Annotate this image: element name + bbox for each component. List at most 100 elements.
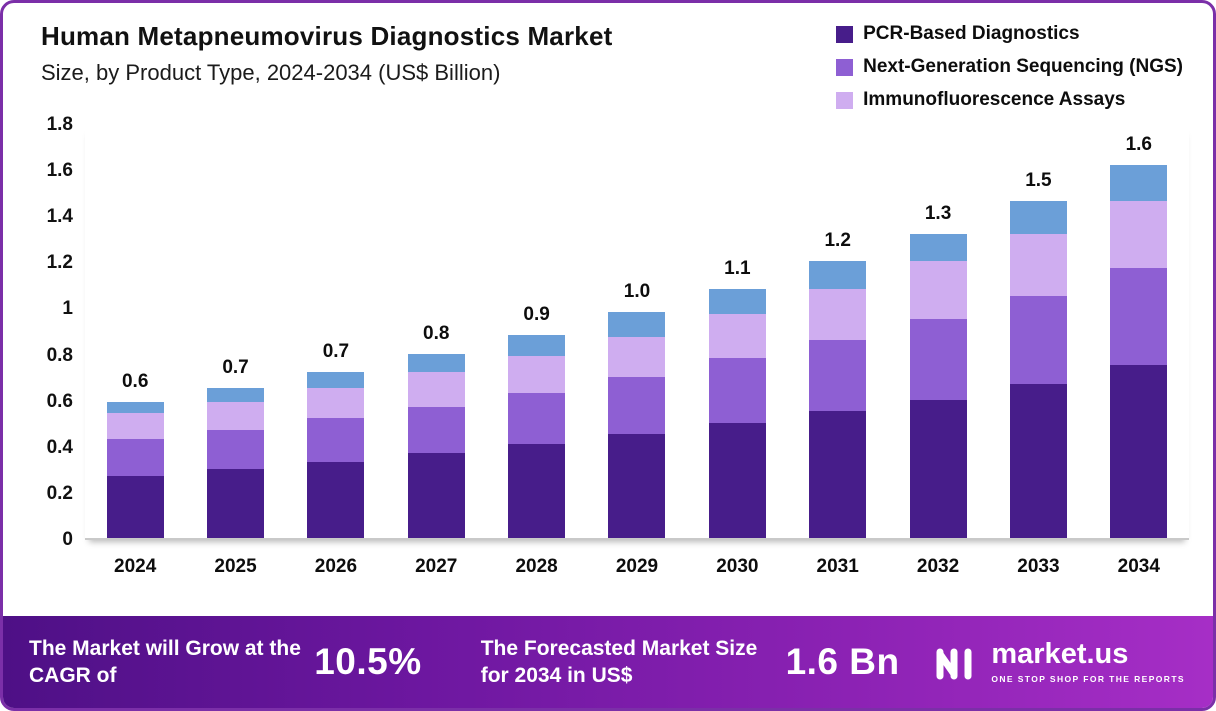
bar-total-label: 0.7	[322, 341, 350, 363]
bar-segment	[708, 358, 766, 423]
bar-total-label: 1.5	[1025, 170, 1052, 192]
x-axis-label: 2033	[1017, 556, 1060, 577]
legend-swatch	[836, 25, 854, 43]
bar-segment	[407, 353, 465, 373]
bar-column-2030: 1.1	[687, 125, 787, 538]
bar-column-2031: 1.2	[788, 125, 888, 538]
legend-item: PCR-Based Diagnostics	[836, 23, 1183, 45]
bar-total-label: 1.2	[824, 230, 851, 252]
bar-segment	[207, 429, 265, 469]
bar-segment	[307, 388, 365, 419]
bar-column-2032: 1.3	[888, 125, 988, 538]
legend-item: Next-Generation Sequencing (NGS)	[836, 56, 1183, 78]
stacked-bar	[407, 353, 465, 538]
bottom-banner: The Market will Grow at the CAGR of 10.5…	[3, 616, 1213, 708]
bar-segment	[608, 312, 666, 338]
bar-segment	[407, 406, 465, 453]
bar-segment	[1110, 164, 1168, 202]
brand-tagline: ONE STOP SHOP FOR THE REPORTS	[991, 674, 1185, 684]
chart-header: Human Metapneumovirus Diagnostics Market…	[23, 3, 1189, 111]
bar-segment	[809, 289, 867, 340]
bar-total-label: 0.9	[523, 304, 550, 326]
bar-total-label: 1.3	[924, 202, 952, 224]
bar-total-label: 0.6	[121, 370, 149, 392]
y-axis-tick-label: 0.4	[46, 436, 73, 458]
bar-segment	[307, 372, 365, 389]
x-axis-label: 2029	[615, 556, 659, 577]
bar-column-2024: 0.6	[85, 125, 185, 538]
bar-segment	[1110, 201, 1168, 269]
bar-segment	[809, 339, 867, 412]
y-axis-tick-label: 0.2	[46, 482, 73, 504]
bar-segment	[1009, 295, 1067, 384]
bar-segment	[909, 233, 967, 262]
legend-label: PCR-Based Diagnostics	[863, 23, 1080, 44]
stacked-bar	[1110, 164, 1168, 538]
forecast-label: The Forecasted Market Size for 2034 in U…	[480, 636, 758, 687]
bar-segment	[207, 388, 265, 402]
bar-column-2027: 0.8	[386, 125, 486, 538]
chart-subtitle: Size, by Product Type, 2024-2034 (US$ Bi…	[41, 60, 501, 85]
y-axis-tick-label: 1.6	[46, 160, 73, 182]
bar-segment	[1009, 233, 1067, 296]
bar-column-2026: 0.7	[286, 125, 386, 538]
legend-swatch	[836, 58, 854, 76]
bar-segment	[608, 376, 666, 435]
titles: Human Metapneumovirus Diagnostics Market…	[41, 21, 612, 86]
legend-label: Immunofluorescence Assays	[863, 89, 1126, 110]
bar-segment	[708, 314, 766, 359]
marketus-logo-icon	[936, 648, 972, 680]
bar-column-2034: 1.6	[1089, 125, 1189, 538]
bar-segment	[708, 288, 766, 315]
stacked-bar	[909, 233, 967, 538]
y-axis: 1.8 1.6 1.4 1.2 1 0.8 0.6 0.4 0.2 0	[23, 114, 85, 550]
stacked-bar	[307, 372, 365, 538]
x-axis-label: 2027	[415, 556, 458, 577]
bar-total-label: 1.1	[724, 257, 751, 279]
cagr-value: 10.5%	[314, 641, 422, 682]
x-axis-label: 2024	[114, 556, 157, 577]
stacked-bar	[1009, 201, 1067, 538]
bar-total-label: 1.0	[623, 281, 651, 303]
y-axis-tick-label: 1	[62, 298, 73, 320]
x-axis-label: 2034	[1117, 556, 1160, 577]
x-axis-label: 2030	[716, 556, 759, 577]
y-axis-tick-label: 1.8	[46, 114, 73, 135]
legend-swatch	[836, 91, 854, 109]
x-axis-label: 2025	[214, 556, 257, 577]
bar-total-label: 0.8	[423, 322, 450, 344]
bar-total-label: 0.7	[222, 357, 249, 379]
bar-segment	[207, 468, 265, 538]
brand-name: market.us	[991, 638, 1129, 670]
chart-section: Human Metapneumovirus Diagnostics Market…	[3, 3, 1213, 616]
bar-segment	[307, 418, 365, 462]
bar-segment	[909, 319, 967, 400]
x-axis-label: 2026	[314, 556, 358, 577]
bar-column-2028: 0.9	[486, 125, 586, 538]
bar-column-2033: 1.5	[988, 125, 1088, 538]
bar-segment	[207, 401, 265, 430]
bar-segment	[1009, 383, 1067, 538]
bar-segment	[608, 434, 666, 538]
bar-segment	[407, 372, 465, 407]
y-axis-tick-label: 0	[62, 529, 73, 550]
y-axis-tick-label: 1.2	[46, 252, 73, 274]
bar-segment	[1110, 268, 1168, 366]
bar-segment	[106, 401, 164, 414]
stacked-bar	[207, 388, 265, 538]
bar-segment	[106, 475, 164, 538]
bar-segment	[1110, 365, 1168, 538]
stacked-bar	[708, 288, 766, 538]
bar-segment	[708, 422, 766, 538]
plot-area: 0.6 0.7 0.7 0.8 0.9 1.0 1.1 1.2 1.3 1.5 1.6	[85, 125, 1189, 540]
bar-segment	[508, 335, 566, 356]
bar-column-2029: 1.0	[587, 125, 687, 538]
x-axis: 2024 2025 2026 2027 2028 2029 2030 2031 2032 2033…	[85, 540, 1189, 578]
bar-segment	[508, 392, 566, 444]
bar-total-label: 1.6	[1125, 133, 1152, 155]
bar-segment	[307, 461, 365, 538]
y-axis-tick-label: 1.4	[46, 206, 73, 228]
x-axis-label: 2028	[515, 556, 558, 577]
stacked-bar	[508, 335, 566, 538]
cagr-label: The Market will Grow at the CAGR of	[29, 636, 301, 687]
